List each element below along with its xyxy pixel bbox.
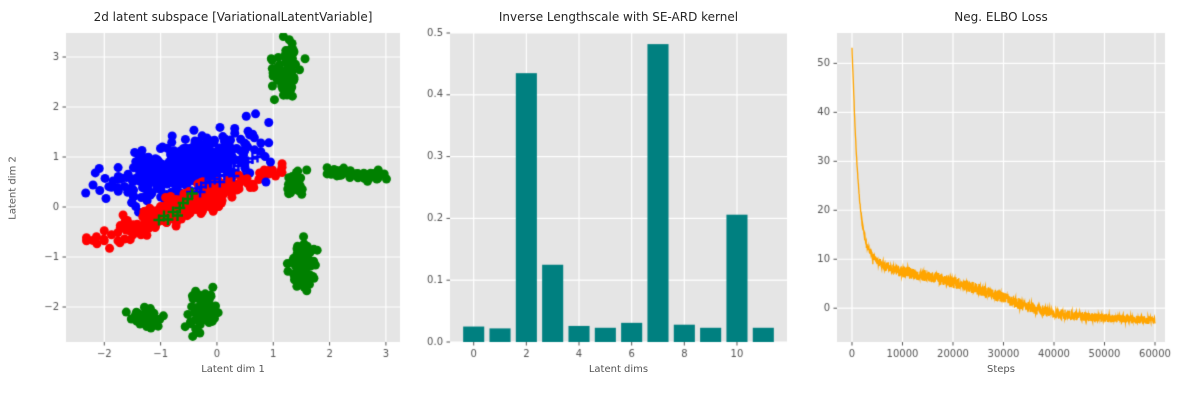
plot1-title: 2d latent subspace [VariationalLatentVar… [93, 10, 373, 24]
plot3-xlabel: Steps [987, 364, 1015, 375]
plot2-title: Inverse Lengthscale with SE-ARD kernel [498, 10, 739, 24]
plot3-title: Neg. ELBO Loss [954, 10, 1048, 24]
plot1-xlabel: Latent dim 1 [201, 364, 265, 375]
plot1-ylabel: Latent dim 2 [7, 155, 19, 220]
plot2-xlabel: Latent dims [588, 364, 649, 375]
